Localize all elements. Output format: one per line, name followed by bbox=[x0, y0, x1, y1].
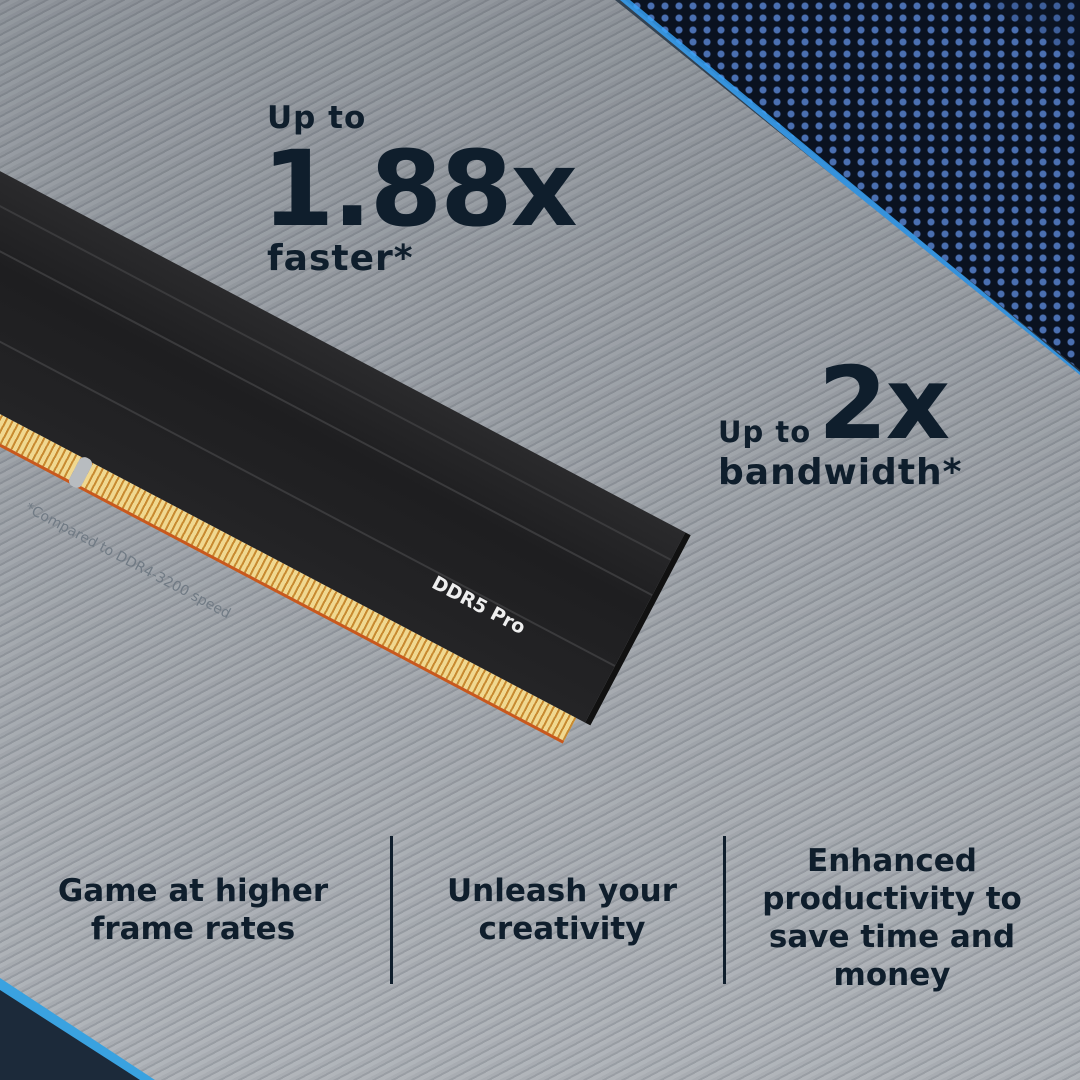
headline2-value: 2x bbox=[818, 345, 950, 462]
divider bbox=[723, 836, 726, 984]
headline1-prefix: Up to bbox=[267, 100, 367, 136]
feature-creativity: Unleash your creativity bbox=[447, 873, 677, 947]
feature-gaming: Game at higher frame rates bbox=[57, 873, 329, 947]
headline2-prefix: Up to bbox=[718, 415, 812, 449]
divider bbox=[390, 836, 393, 984]
headline2-suffix: bandwidth* bbox=[718, 452, 963, 493]
headline1-value: 1.88x bbox=[262, 128, 578, 250]
headline1-suffix: faster* bbox=[267, 238, 414, 279]
feature-productivity: Enhanced productivity to save time and m… bbox=[762, 843, 1022, 993]
